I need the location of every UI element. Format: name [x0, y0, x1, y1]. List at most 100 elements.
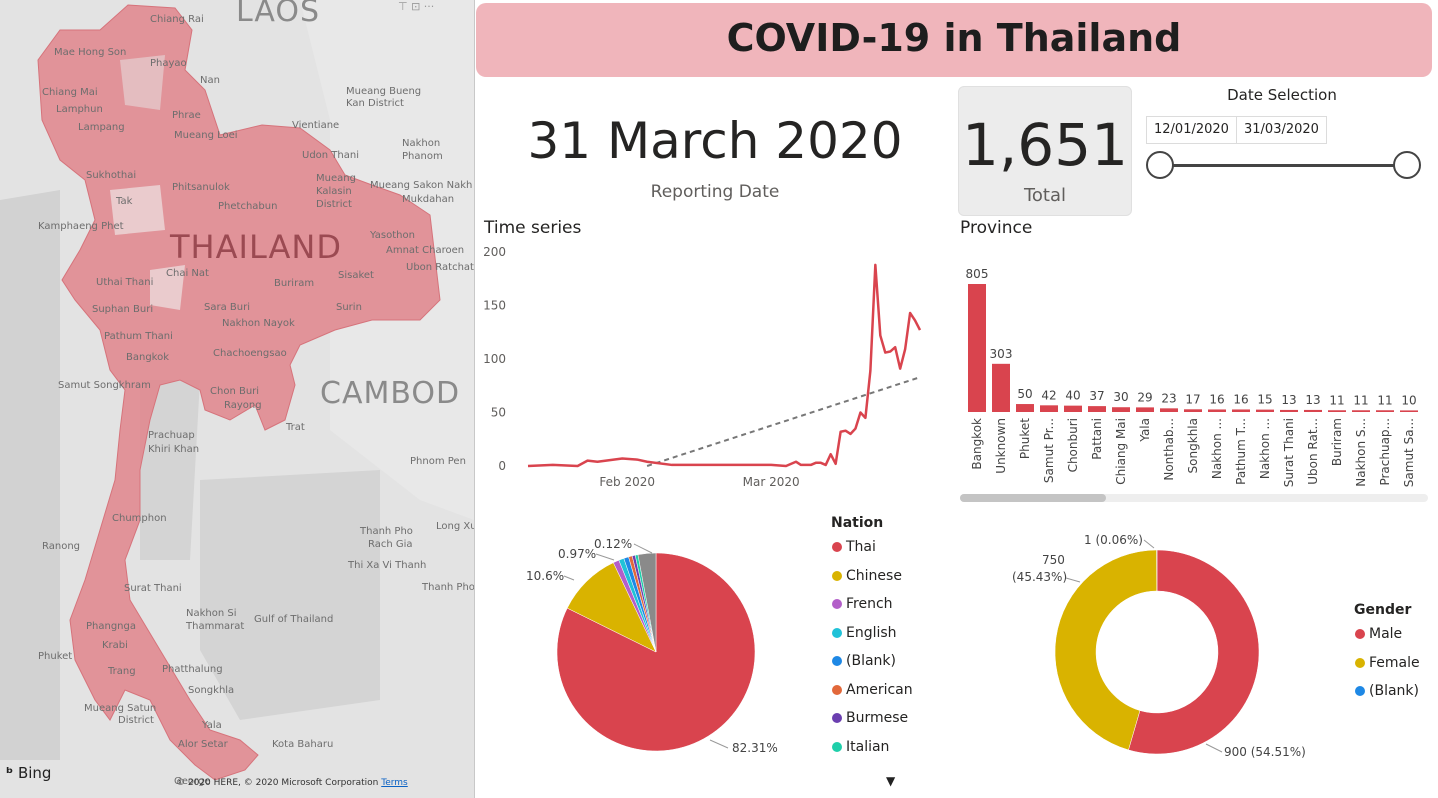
- bar-value-label: 50: [1017, 387, 1032, 401]
- date-slicer-title: Date Selection: [1227, 86, 1337, 104]
- bar-unknown: [992, 363, 1010, 412]
- map-label: Phuket: [38, 651, 73, 662]
- map-label: Amnat Charoen: [386, 245, 465, 256]
- bar-pathumt: [1232, 409, 1250, 412]
- legend-item[interactable]: Thai: [832, 539, 876, 555]
- map-label: Ranong: [42, 541, 80, 552]
- map-label: Nan: [200, 75, 220, 86]
- trend-line: [646, 376, 921, 467]
- date-slider-track[interactable]: [1160, 164, 1408, 167]
- data-label: 0.12%: [594, 537, 632, 551]
- legend-color-dot: [832, 542, 842, 552]
- bar-category-label: Bangkok: [970, 418, 984, 470]
- bar-value-label: 11: [1353, 393, 1368, 407]
- reporting-date-label: Reporting Date: [650, 182, 780, 202]
- leader-line: [1065, 577, 1081, 583]
- y-tick-label: 200: [483, 245, 506, 259]
- legend-label: Italian: [846, 738, 890, 755]
- total-card: 1,651 Total: [958, 86, 1132, 216]
- bing-icon: ᵇ: [6, 764, 14, 782]
- bar-category-label: Prachuap...: [1378, 418, 1392, 486]
- legend-item[interactable]: Male: [1355, 626, 1402, 642]
- bar-samutpr: [1040, 405, 1058, 412]
- legend-item[interactable]: (Blank): [832, 653, 896, 669]
- gender-legend-title: Gender: [1354, 602, 1412, 618]
- legend-item[interactable]: Female: [1355, 655, 1420, 671]
- map-label: Chiang Rai: [150, 14, 204, 25]
- map-visual[interactable]: LAOS THAILAND CAMBOD Chiang Rai Mae Hong…: [0, 0, 475, 798]
- map-label: Mueang Sakon Nakh: [370, 180, 473, 191]
- time-series-title: Time series: [484, 218, 582, 238]
- bar-value-label: 11: [1329, 393, 1344, 407]
- data-label: 10.6%: [526, 569, 564, 583]
- map-label: Nakhon Si: [186, 608, 237, 619]
- nation-pie-chart[interactable]: 82.31% 10.6% 0.97%0.12%: [478, 520, 818, 790]
- bar-value-label: 29: [1137, 390, 1152, 404]
- bar-category-label: Chiang Mai: [1114, 418, 1128, 485]
- bar-nonthab: [1160, 408, 1178, 412]
- map-label: Suphan Buri: [92, 304, 154, 315]
- legend-color-dot: [1355, 686, 1365, 696]
- leader-line: [633, 543, 653, 554]
- legend-label: Chinese: [846, 567, 902, 584]
- start-date-input[interactable]: 12/01/2020: [1146, 116, 1237, 144]
- gender-donut-chart[interactable]: 900 (54.51%) 750 (45.43%) 1 (0.06%): [960, 520, 1350, 790]
- legend-label: Thai: [846, 539, 876, 555]
- map-label: Phetchabun: [218, 201, 278, 212]
- legend-item[interactable]: American: [832, 682, 913, 698]
- bar-prachuap: [1376, 410, 1394, 412]
- time-series-chart[interactable]: 0 50 100 150 200 Feb 2020 Mar 2020: [480, 240, 940, 500]
- map-label-laos: LAOS: [236, 0, 321, 29]
- bar-category-label: Yala: [1138, 418, 1152, 443]
- terms-link[interactable]: Terms: [381, 778, 408, 788]
- map-label: Rayong: [224, 400, 262, 411]
- legend-color-dot: [832, 741, 842, 752]
- map-label: Prachuap: [148, 430, 195, 441]
- bar-category-label: Nonthab...: [1162, 418, 1176, 481]
- map-label: Khiri Khan: [148, 444, 200, 455]
- legend-label: Female: [1369, 654, 1420, 671]
- legend-label: (Blank): [1369, 683, 1419, 699]
- map-label: Kota Baharu: [272, 739, 334, 750]
- bar-value-label: 15: [1257, 393, 1272, 407]
- bar-category-label: Ubon Rat...: [1306, 418, 1320, 485]
- y-tick-label: 50: [491, 406, 506, 420]
- legend-item[interactable]: Burmese: [832, 710, 908, 726]
- legend-color-dot: [1355, 657, 1365, 668]
- end-date-input[interactable]: 31/03/2020: [1236, 116, 1327, 144]
- legend-item[interactable]: Chinese: [832, 568, 902, 584]
- map-label: Sukhothai: [86, 170, 137, 181]
- legend-item[interactable]: Italian: [832, 739, 889, 755]
- legend-item[interactable]: (Blank): [1355, 683, 1419, 699]
- province-scrollbar[interactable]: [960, 494, 1428, 502]
- reporting-date-value: 31 March 2020: [527, 112, 903, 170]
- map-label: Mueang: [316, 173, 356, 184]
- y-tick-label: 0: [498, 459, 506, 473]
- legend-item[interactable]: French: [832, 596, 893, 612]
- y-tick-label: 100: [483, 352, 506, 366]
- total-label: Total: [1023, 185, 1067, 206]
- map-label: Chachoengsao: [213, 348, 287, 359]
- slider-start-handle[interactable]: [1146, 151, 1174, 179]
- bar-value-label: 16: [1209, 392, 1224, 406]
- bar-ubonrat: [1304, 409, 1322, 412]
- legend-label: English: [846, 624, 897, 641]
- data-label: 82.31%: [732, 741, 778, 755]
- donut-slice-male: [1128, 549, 1260, 755]
- map-label: Mukdahan: [402, 194, 455, 205]
- bar-value-label: 303: [990, 347, 1013, 361]
- map-label: Thammarat: [186, 621, 245, 632]
- visual-header-toolbar[interactable]: ⊤ ⊡ ···: [398, 0, 435, 13]
- province-scrollbar-thumb[interactable]: [960, 494, 1106, 502]
- legend-scroll-down-icon[interactable]: ▼: [886, 774, 896, 788]
- slider-end-handle[interactable]: [1393, 151, 1421, 179]
- legend-color-dot: [1355, 629, 1365, 639]
- bar-value-label: 17: [1185, 392, 1200, 406]
- province-bar-chart[interactable]: 805 Bangkok 303 Unknown 50 Phuket 42 Samut Pr..…: [958, 250, 1430, 490]
- bar-category-label: Samut Pr...: [1042, 418, 1056, 483]
- nation-legend-title: Nation: [831, 515, 884, 531]
- bar-value-label: 16: [1233, 392, 1248, 406]
- legend-color-dot: [832, 713, 842, 723]
- y-tick-label: 150: [483, 299, 506, 313]
- legend-item[interactable]: English: [832, 625, 897, 641]
